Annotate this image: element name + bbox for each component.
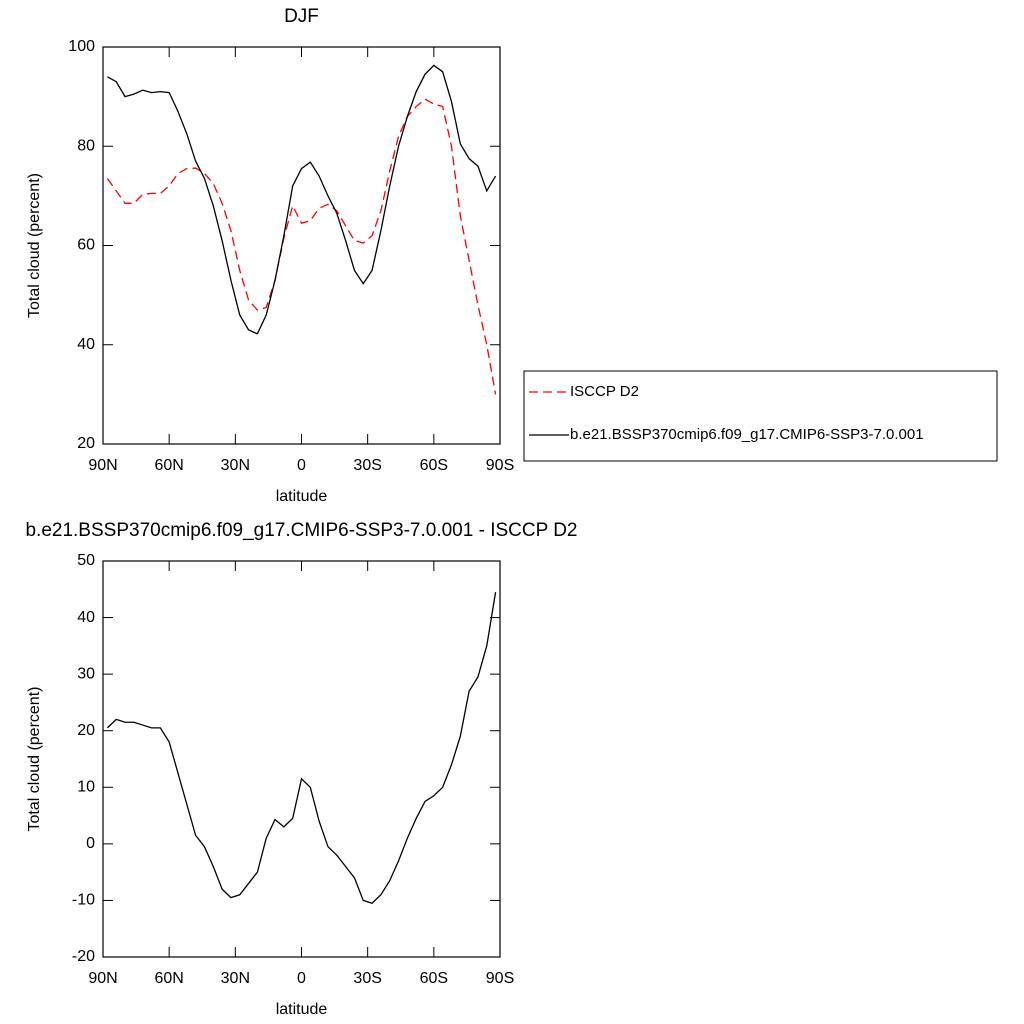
y-tick-label: 30 [77, 665, 95, 682]
series-line [106, 592, 497, 904]
y-axis-label: Total cloud (percent) [26, 687, 43, 832]
legend-label: ISCCP D2 [570, 383, 639, 400]
x-axis-label: latitude [276, 1001, 328, 1018]
y-tick-label: -10 [72, 892, 95, 909]
legend-box [523, 370, 998, 462]
y-axis-label: Total cloud (percent) [26, 173, 43, 318]
y-tick-label: 80 [77, 137, 95, 154]
plot-frame [102, 46, 501, 445]
x-tick-label: 60N [154, 457, 183, 474]
y-tick-label: 10 [77, 779, 95, 796]
x-tick-label: 0 [297, 457, 306, 474]
y-tick-label: 20 [77, 435, 95, 452]
x-tick-label: 30N [221, 970, 250, 987]
y-tick-label: -20 [72, 948, 95, 965]
x-tick-label: 90S [486, 970, 514, 987]
y-tick-label: 40 [77, 336, 95, 353]
x-tick-label: 90S [486, 457, 514, 474]
x-tick-label: 90N [88, 970, 117, 987]
plot-frame [102, 560, 501, 958]
x-tick-label: 30S [353, 457, 381, 474]
chart-title: b.e21.BSSP370cmip6.f09_g17.CMIP6-SSP3-7.… [25, 520, 577, 541]
y-tick-label: 50 [77, 552, 95, 569]
x-tick-label: 30N [221, 457, 250, 474]
x-tick-label: 60S [420, 457, 448, 474]
y-tick-label: 40 [77, 609, 95, 626]
y-tick-label: 60 [77, 237, 95, 254]
x-tick-label: 30S [353, 970, 381, 987]
x-tick-label: 0 [297, 970, 306, 987]
y-tick-label: 20 [77, 722, 95, 739]
x-tick-label: 90N [88, 457, 117, 474]
chart-title: DJF [284, 6, 319, 27]
series-line [106, 98, 497, 395]
x-axis-label: latitude [276, 488, 328, 505]
x-tick-label: 60S [420, 970, 448, 987]
series-line [107, 64, 497, 335]
legend-label: b.e21.BSSP370cmip6.f09_g17.CMIP6-SSP3-7.… [570, 426, 924, 443]
y-tick-label: 100 [68, 38, 95, 55]
y-tick-label: 0 [86, 835, 95, 852]
x-tick-label: 60N [154, 970, 183, 987]
